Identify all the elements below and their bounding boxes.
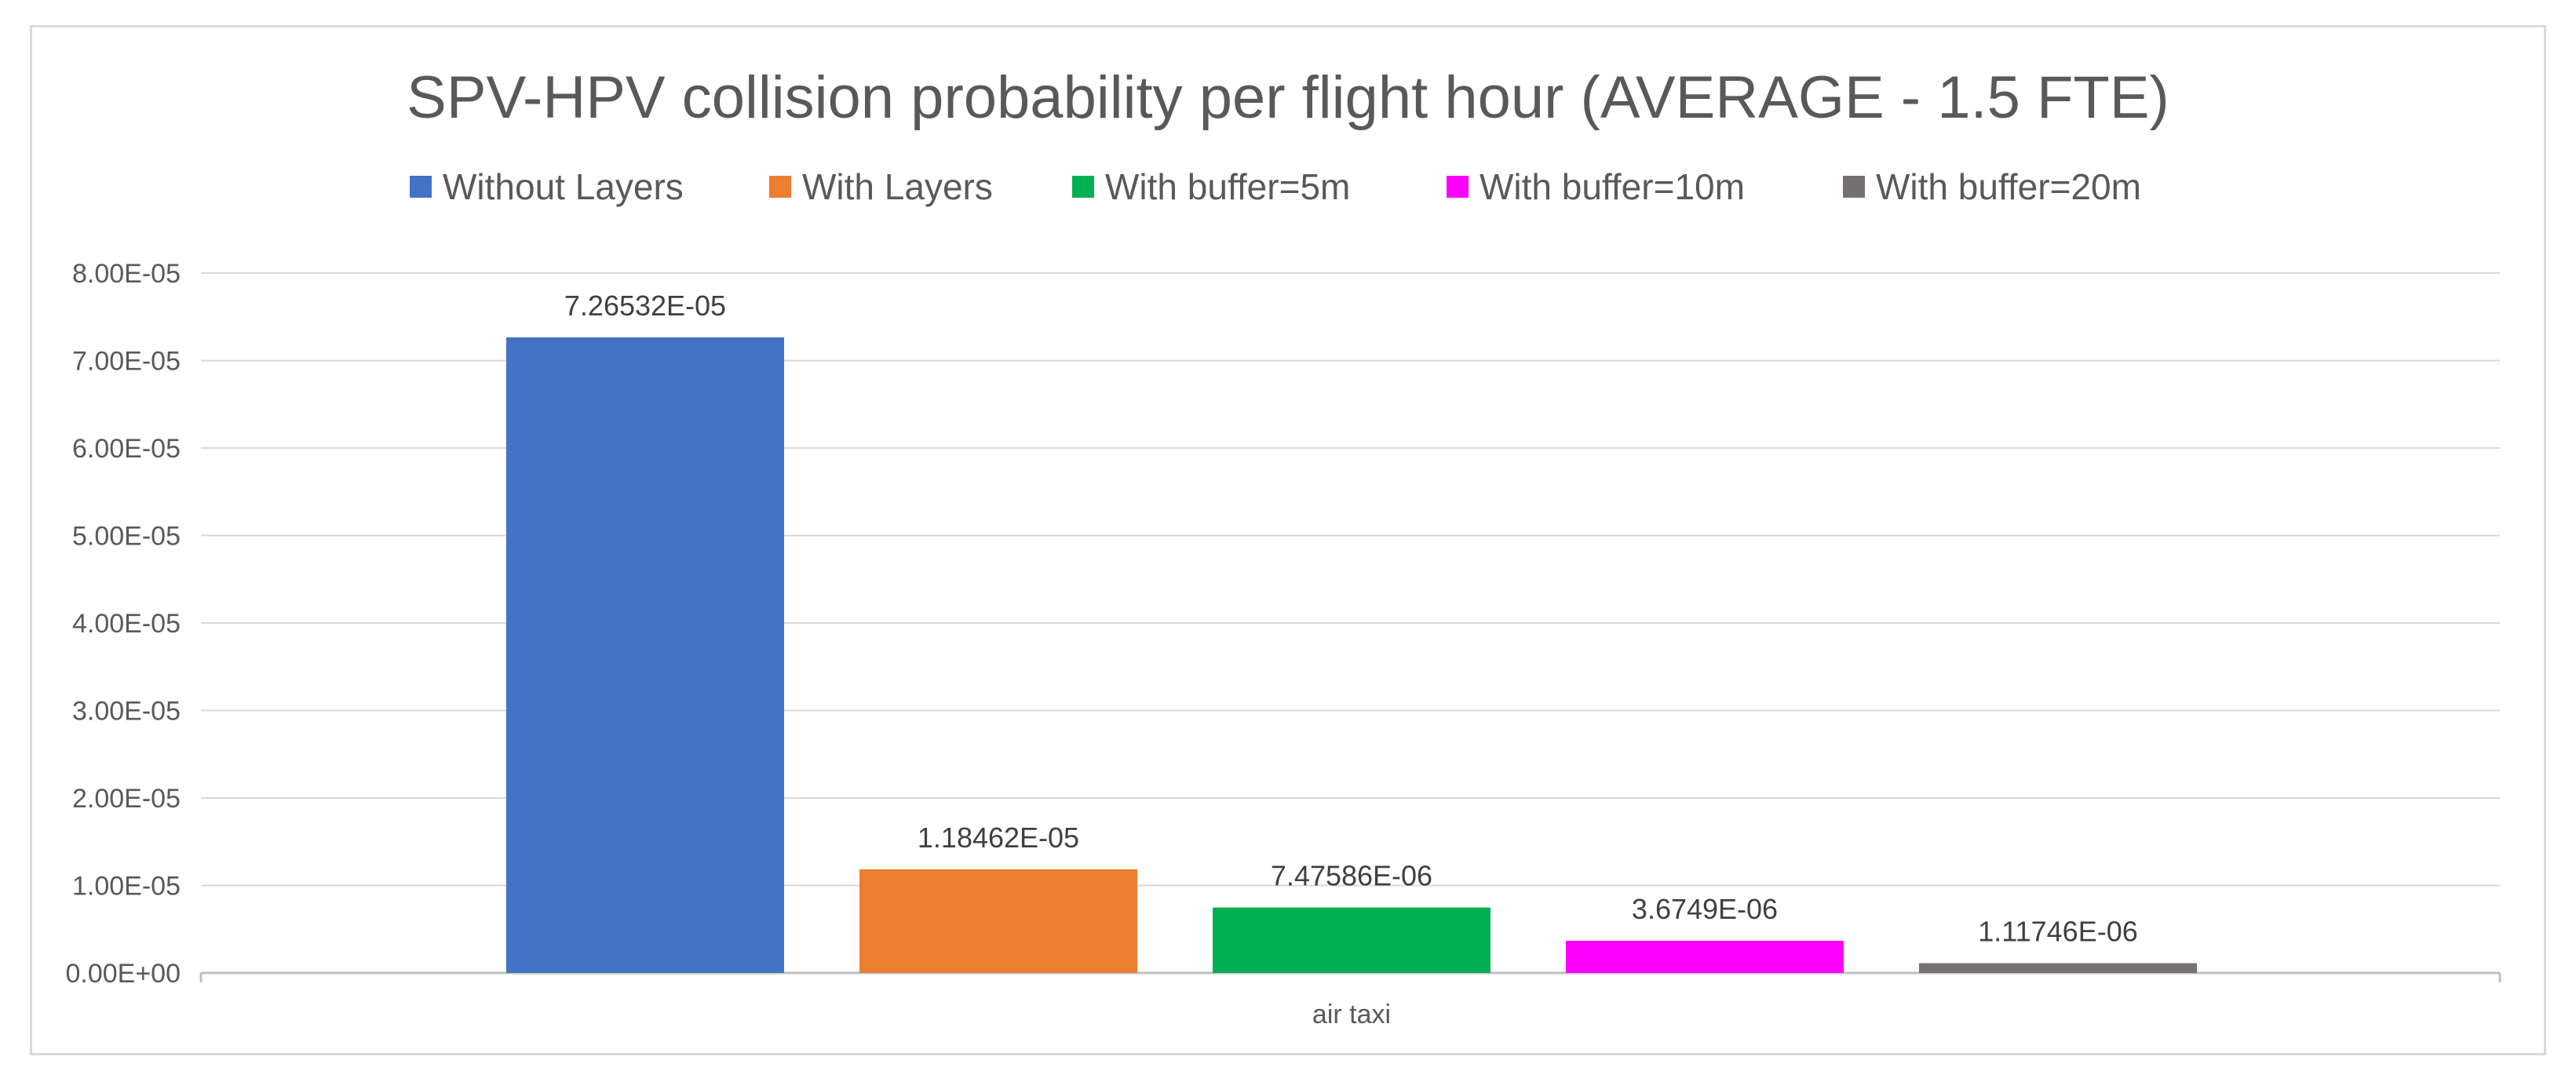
y-tick-label: 2.00E-05 [72, 784, 181, 814]
bar [1213, 907, 1491, 973]
bar [506, 337, 784, 973]
legend-label: Without Layers [443, 166, 684, 207]
bars [506, 337, 2197, 973]
y-tick-label: 1.00E-05 [72, 872, 181, 902]
legend-label: With buffer=10m [1480, 166, 1745, 207]
legend-swatch [1447, 176, 1469, 198]
chart-title: SPV-HPV collision probability per flight… [407, 64, 2169, 131]
legend-label: With buffer=20m [1876, 166, 2141, 207]
y-tick-label: 6.00E-05 [72, 434, 181, 464]
data-label: 3.6749E-06 [1632, 893, 1778, 925]
y-tick-label: 5.00E-05 [72, 522, 181, 552]
legend-label: With buffer=5m [1105, 166, 1350, 207]
x-tick-label: air taxi [1312, 1000, 1391, 1029]
data-label: 1.18462E-05 [918, 822, 1079, 854]
y-axis: 0.00E+00 1.00E-05 2.00E-05 3.00E-05 4.00E-05… [65, 259, 181, 989]
legend: Without Layers With Layers With buffer=5m W… [410, 166, 2141, 207]
legend-swatch [769, 176, 791, 198]
y-tick-label: 3.00E-05 [72, 697, 181, 727]
y-tick-label: 0.00E+00 [65, 959, 181, 989]
bar [1919, 963, 2197, 973]
y-tick-label: 8.00E-05 [72, 259, 181, 289]
data-label: 7.26532E-05 [564, 290, 726, 322]
data-label: 7.47586E-06 [1271, 860, 1432, 892]
legend-label: With Layers [802, 166, 993, 207]
data-label: 1.11746E-06 [1978, 916, 2138, 948]
bar [859, 869, 1137, 973]
y-tick-label: 7.00E-05 [72, 347, 181, 377]
bar-labels: 7.26532E-05 1.18462E-05 7.47586E-06 3.6749E… [564, 290, 2138, 948]
y-tick-label: 4.00E-05 [72, 609, 181, 639]
bar [1566, 941, 1844, 973]
legend-swatch [410, 176, 432, 198]
legend-swatch [1843, 176, 1865, 198]
legend-swatch [1072, 176, 1094, 198]
x-axis: air taxi [1312, 1000, 1391, 1029]
chart-area [30, 25, 2546, 1055]
